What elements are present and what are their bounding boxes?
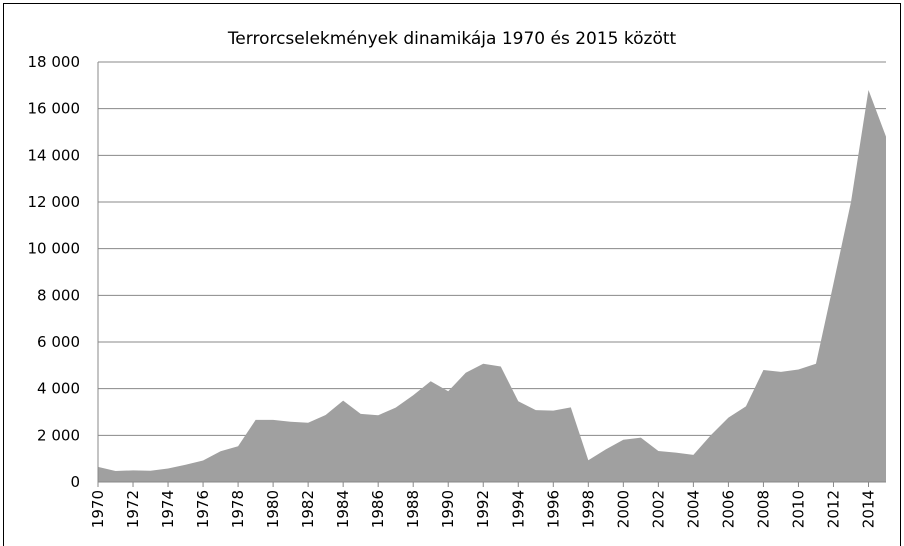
x-tick-label: 1994: [509, 490, 527, 528]
x-tick-label: 2012: [824, 490, 842, 528]
x-tick-label: 1998: [579, 490, 597, 528]
y-tick-label: 14 000: [28, 146, 81, 164]
x-tick-label: 1974: [159, 490, 177, 528]
chart-title: Terrorcselekmények dinamikája 1970 és 20…: [227, 29, 677, 49]
x-tick-label: 1984: [334, 490, 352, 528]
frame: [3, 3, 901, 546]
x-tick-label: 2000: [614, 490, 632, 528]
x-tick-label: 1972: [124, 490, 142, 528]
x-tick-label: 1976: [194, 490, 212, 528]
x-tick-label: 1988: [404, 490, 422, 528]
y-tick-label: 0: [70, 473, 80, 491]
y-tick-label: 18 000: [28, 53, 81, 71]
y-tick-label: 6 000: [37, 333, 80, 351]
x-tick-label: 2010: [789, 490, 807, 528]
x-tick-label: 2004: [684, 490, 702, 528]
y-tick-label: 4 000: [37, 380, 80, 398]
x-tick-label: 2008: [754, 490, 772, 528]
y-tick-label: 16 000: [28, 100, 81, 118]
x-tick-label: 2002: [649, 490, 667, 528]
y-tick-label: 10 000: [28, 240, 81, 258]
y-tick-label: 2 000: [37, 426, 80, 444]
x-tick-label: 1982: [299, 490, 317, 528]
y-tick-label: 12 000: [28, 193, 81, 211]
x-tick-label: 1978: [229, 490, 247, 528]
x-tick-label: 2006: [719, 490, 737, 528]
x-tick-label: 1970: [89, 490, 107, 528]
x-tick-label: 1986: [369, 490, 387, 528]
x-tick-label: 1980: [264, 490, 282, 528]
x-tick-label: 1990: [439, 490, 457, 528]
x-tick-label: 2014: [859, 490, 877, 528]
x-tick-label: 1992: [474, 490, 492, 528]
area: [98, 90, 886, 482]
x-tick-label: 1996: [544, 490, 562, 528]
y-tick-label: 8 000: [37, 286, 80, 304]
